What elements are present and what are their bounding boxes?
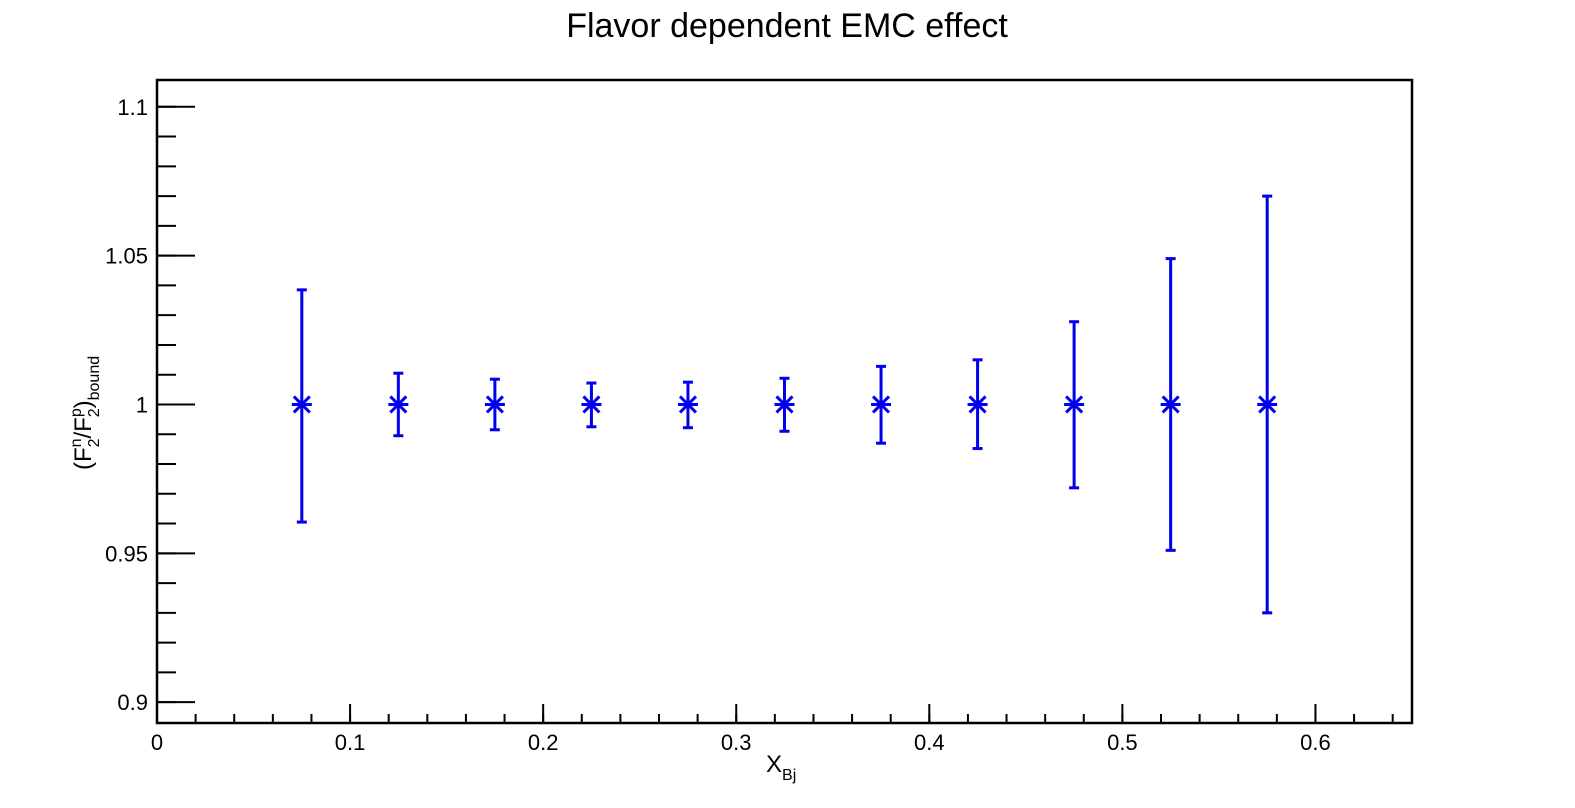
marker-star-d2	[582, 395, 601, 414]
marker-star-d2	[871, 395, 891, 414]
x-tick-label: 0.6	[1300, 730, 1331, 755]
y-title-slash: /	[70, 432, 97, 439]
x-axis-title-main: X	[766, 751, 782, 778]
marker-star-d2	[1065, 395, 1084, 414]
y-tick-label: 1	[136, 392, 148, 417]
data-point	[484, 377, 505, 432]
marker-star-d2	[1258, 395, 1277, 414]
y-title-f1: F	[70, 447, 97, 462]
marker-star-d2	[678, 395, 698, 414]
data-point	[1257, 194, 1278, 615]
y-title-subend: bound	[86, 356, 103, 401]
marker-star-d2	[292, 395, 311, 414]
y-tick-label: 0.9	[117, 690, 148, 715]
y-axis-title: (Fn2/Fp2)bound	[68, 356, 103, 470]
chart-title: Flavor dependent EMC effect	[566, 7, 1008, 45]
data-point	[677, 380, 698, 430]
data-series	[291, 194, 1278, 615]
x-tick-label: 0	[151, 730, 163, 755]
data-point	[1064, 320, 1085, 490]
y-tick-label: 1.1	[117, 95, 148, 120]
y-title-f2: F	[70, 417, 97, 432]
x-axis-title-sub: Bj	[782, 767, 796, 784]
y-tick-label: 0.95	[105, 541, 148, 566]
data-point	[1160, 257, 1181, 552]
y-tick-label: 1.05	[105, 244, 148, 269]
y-axis-ticks	[157, 105, 195, 704]
data-point	[581, 381, 602, 429]
x-axis-tick-labels: 0 0.1 0.2 0.3 0.4 0.5 0.6	[151, 730, 1331, 755]
y-axis-tick-labels: 0.9 0.95 1 1.05 1.1	[105, 95, 148, 715]
x-axis-title: XBj	[766, 751, 796, 784]
y-title-sup1: n	[68, 438, 85, 447]
marker-star-d2	[389, 395, 408, 414]
x-tick-label: 0.4	[914, 730, 945, 755]
x-tick-label: 0.2	[528, 730, 559, 755]
x-axis-ticks	[194, 704, 1394, 723]
x-tick-label: 0.5	[1107, 730, 1138, 755]
x-tick-label: 0.3	[721, 730, 752, 755]
y-title-sup2: p	[68, 408, 85, 417]
y-title-open: (	[70, 462, 97, 470]
data-point	[388, 371, 409, 438]
data-point	[871, 364, 892, 445]
marker-star-d2	[775, 395, 794, 414]
marker-star-d2	[1161, 395, 1180, 414]
data-point	[774, 376, 795, 433]
marker-star-d2	[485, 395, 504, 414]
data-point	[291, 288, 312, 524]
y-title-sub2: 2	[86, 408, 103, 417]
data-point	[967, 358, 988, 451]
y-title-close: )	[70, 400, 97, 408]
plot-frame	[155, 78, 1414, 725]
x-tick-label: 0.1	[335, 730, 366, 755]
y-title-sub1: 2	[86, 438, 103, 447]
marker-star-d2	[968, 395, 987, 414]
